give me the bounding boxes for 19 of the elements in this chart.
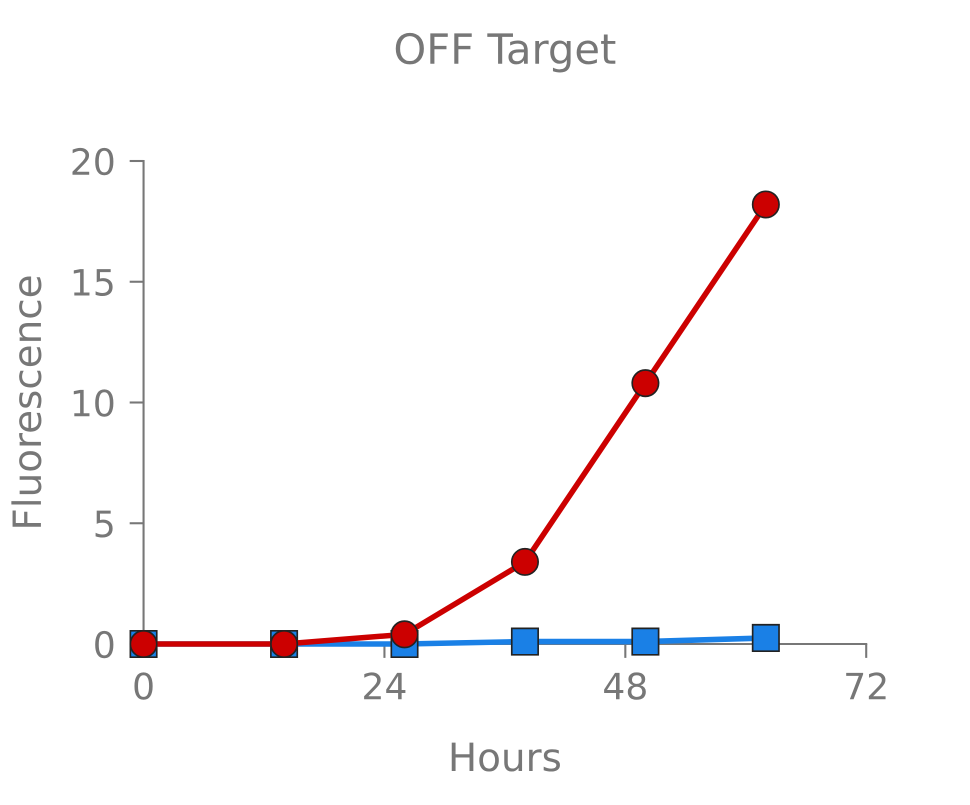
y-tick-label: 15 [74, 269, 113, 296]
point [390, 620, 419, 648]
y-tick-label: 10 [74, 389, 114, 417]
chart-title: OFF Target [396, 32, 616, 72]
point [631, 369, 660, 398]
y-axis-title: Fluorescence [11, 276, 42, 527]
point [510, 548, 539, 576]
point [752, 190, 780, 218]
x-tick-label: 0 [134, 672, 153, 700]
x-tick-label: 48 [604, 672, 646, 700]
point [510, 628, 539, 656]
point [752, 624, 780, 652]
y-tick-label: 20 [72, 148, 114, 176]
y-tick-label: 0 [95, 630, 114, 658]
x-axis-title: Hours [452, 742, 560, 772]
y-tick-label: 5 [96, 510, 113, 538]
point [631, 628, 660, 656]
x-tick-label: 24 [364, 672, 406, 700]
x-tick-label: 72 [846, 672, 886, 700]
